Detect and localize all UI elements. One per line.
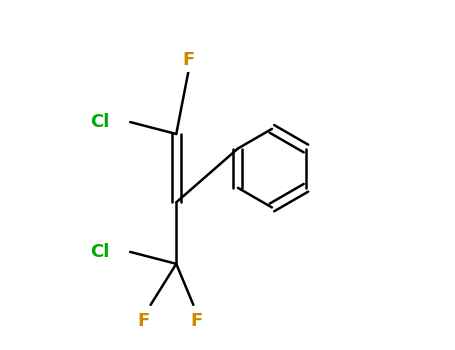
Text: F: F: [138, 312, 150, 330]
Text: Cl: Cl: [90, 113, 110, 131]
Text: F: F: [182, 51, 194, 69]
Text: Cl: Cl: [90, 243, 110, 261]
Text: F: F: [191, 312, 203, 330]
